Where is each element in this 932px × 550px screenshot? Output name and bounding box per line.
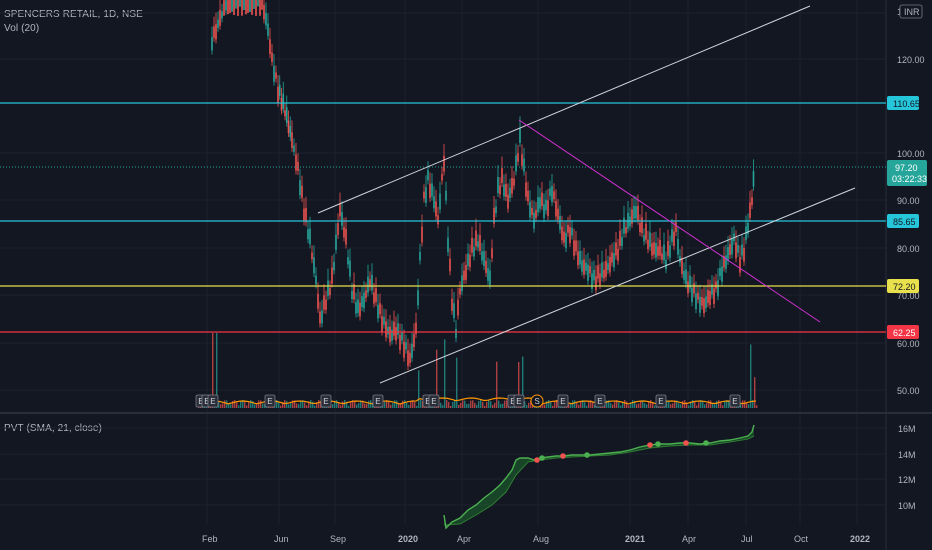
price-tick-120: 120.00 bbox=[897, 55, 925, 65]
price-tick-100: 100.00 bbox=[897, 149, 925, 159]
earnings-event-marker[interactable]: E bbox=[729, 394, 741, 408]
pvt-fill-area bbox=[444, 425, 754, 528]
time-label-aug: Aug bbox=[533, 534, 549, 544]
chart-grid bbox=[0, 0, 886, 525]
time-label-2020: 2020 bbox=[398, 534, 418, 544]
level-label-box-62-25[interactable] bbox=[887, 325, 919, 339]
level-label-62-25: 62.25 bbox=[893, 328, 916, 338]
pvt-cross-dots bbox=[534, 440, 709, 463]
svg-text:E: E bbox=[560, 397, 565, 406]
price-tick-80: 80.00 bbox=[897, 244, 920, 254]
channel-upper-line[interactable] bbox=[317, 5, 811, 214]
bar-countdown: 03:22:33 bbox=[892, 174, 927, 184]
earnings-event-marker[interactable]: E bbox=[264, 394, 276, 408]
time-label-2021: 2021 bbox=[625, 534, 645, 544]
level-label-72-20: 72.20 bbox=[893, 282, 916, 292]
earnings-event-marker[interactable]: E bbox=[320, 394, 332, 408]
svg-text:E: E bbox=[732, 397, 737, 406]
pvt-tick-10m: 10M bbox=[898, 501, 916, 511]
level-label-box-72-20[interactable] bbox=[887, 279, 919, 293]
pvt-sma-line bbox=[443, 435, 755, 526]
price-tick-60: 60.00 bbox=[897, 339, 920, 349]
time-label-apr-2020: Apr bbox=[457, 534, 471, 544]
price-candles bbox=[211, 0, 755, 370]
earnings-event-marker[interactable]: E bbox=[513, 394, 525, 408]
earnings-event-marker[interactable]: E bbox=[428, 394, 440, 408]
currency-button[interactable] bbox=[899, 4, 923, 19]
volume-bars bbox=[198, 333, 758, 408]
last-price-box bbox=[887, 160, 927, 186]
svg-text:E: E bbox=[597, 397, 602, 406]
level-label-85-65: 85.65 bbox=[893, 217, 916, 227]
price-tick-50: 50.00 bbox=[897, 386, 920, 396]
svg-text:E: E bbox=[323, 397, 328, 406]
earnings-event-marker[interactable]: E bbox=[557, 394, 569, 408]
pvt-tick-14m: 14M bbox=[898, 450, 916, 460]
time-label-oct: Oct bbox=[794, 534, 809, 544]
time-label-sep: Sep bbox=[330, 534, 346, 544]
time-label-2022: 2022 bbox=[850, 534, 870, 544]
split-event-marker[interactable]: S bbox=[530, 394, 544, 408]
pvt-tick-12m: 12M bbox=[898, 475, 916, 485]
svg-text:E: E bbox=[210, 397, 215, 406]
svg-text:E: E bbox=[425, 397, 430, 406]
level-label-box-85-65[interactable] bbox=[887, 214, 919, 228]
descending-trendline[interactable] bbox=[518, 119, 821, 323]
earnings-event-marker[interactable]: E bbox=[655, 394, 667, 408]
earnings-event-marker[interactable]: E bbox=[372, 394, 384, 408]
level-label-box-110-65[interactable] bbox=[887, 96, 919, 110]
svg-text:E: E bbox=[198, 397, 203, 406]
channel-lower-line[interactable] bbox=[379, 187, 856, 384]
svg-text:S: S bbox=[535, 397, 540, 406]
svg-text:E: E bbox=[658, 397, 663, 406]
pvt-tick-16m: 16M bbox=[898, 424, 916, 434]
level-label-110-65: 110.65 bbox=[893, 99, 920, 109]
svg-text:E: E bbox=[267, 397, 272, 406]
svg-text:E: E bbox=[516, 397, 521, 406]
earnings-event-marker[interactable]: E bbox=[207, 394, 219, 408]
time-label-apr-2021: Apr bbox=[682, 534, 696, 544]
volume-indicator-label[interactable]: Vol (20) bbox=[4, 23, 40, 34]
svg-text:E: E bbox=[510, 397, 515, 406]
time-label-jul: Jul bbox=[741, 534, 753, 544]
svg-text:E: E bbox=[204, 397, 209, 406]
currency-label: INR bbox=[904, 7, 920, 17]
last-price-value: 97.20 bbox=[895, 163, 918, 173]
price-tick-90: 90.00 bbox=[897, 196, 920, 206]
chart-title[interactable]: SPENCERS RETAIL, 1D, NSE bbox=[4, 9, 143, 20]
svg-text:E: E bbox=[375, 397, 380, 406]
pvt-line bbox=[443, 424, 755, 530]
earnings-event-marker[interactable]: E bbox=[594, 394, 606, 408]
time-label-feb: Feb bbox=[202, 534, 218, 544]
price-tick-70: 70.00 bbox=[897, 291, 920, 301]
time-label-jun: Jun bbox=[274, 534, 289, 544]
svg-text:E: E bbox=[431, 397, 436, 406]
